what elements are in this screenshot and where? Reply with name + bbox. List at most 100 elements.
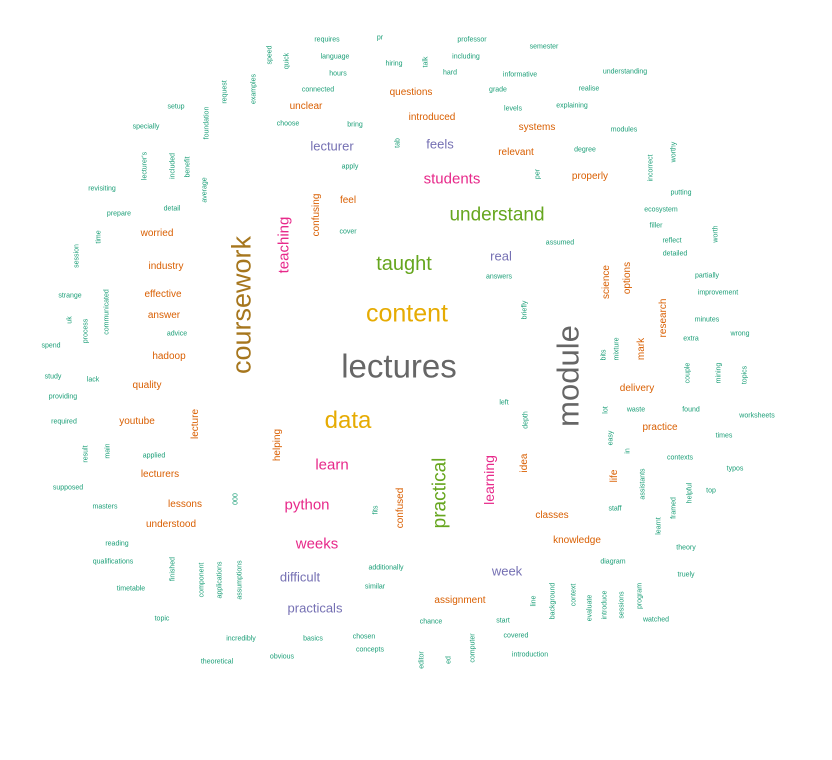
word-lack: lack (86, 376, 100, 384)
word-weeks: weeks (295, 535, 339, 553)
word-result: result (82, 445, 90, 463)
word-practical: practical (429, 457, 451, 529)
word-answer: answer (147, 310, 181, 321)
word-computer: computer (469, 633, 477, 663)
word-unclear: unclear (289, 101, 323, 112)
word-feel: feel (339, 195, 357, 206)
word-week: week (491, 563, 523, 579)
word-background: background (549, 582, 557, 620)
word-quality: quality (132, 380, 162, 391)
word-topic: topic (154, 615, 170, 623)
word-uk: uk (66, 316, 74, 324)
word-time: time (95, 230, 103, 244)
word-specially: specially (132, 123, 160, 131)
word-degree: degree (574, 146, 596, 154)
word-language: language (320, 53, 350, 61)
word-covered: covered (503, 632, 529, 640)
word-semester: semester (529, 43, 559, 51)
word-assignment: assignment (434, 595, 486, 606)
word-helpful: helpful (686, 482, 694, 504)
word-choose: choose (276, 120, 300, 128)
word-youtube: youtube (119, 416, 155, 427)
word-realise: realise (578, 85, 600, 93)
word-questions: questions (389, 87, 433, 98)
word-study: study (44, 373, 62, 381)
word-introduced: introduced (408, 112, 456, 123)
word-understood: understood (145, 519, 197, 530)
word-putting: putting (670, 189, 692, 197)
word-watched: watched (642, 616, 670, 624)
word-python: python (284, 496, 330, 514)
word-qualifications: qualifications (92, 558, 134, 566)
word-in: in (624, 448, 632, 454)
word-assumptions: assumptions (236, 560, 244, 600)
word-helping: helping (272, 428, 283, 462)
word-data: data (324, 407, 372, 434)
word-required: required (51, 418, 77, 426)
word-main: main (104, 443, 112, 459)
word-speed: speed (266, 45, 274, 65)
word-properly: properly (571, 171, 609, 182)
word-apply: apply (341, 163, 359, 171)
word-program: program (636, 582, 644, 610)
word-pr: pr (376, 34, 384, 42)
word-relevant: relevant (498, 147, 534, 158)
word-examples: examples (250, 74, 258, 104)
word-talk: talk (422, 56, 430, 68)
word-included: included (169, 152, 177, 180)
word-000: 000 (232, 493, 240, 505)
word-similar: similar (364, 583, 386, 591)
word-mark: mark (636, 337, 647, 361)
word-science: science (601, 265, 612, 299)
word-communicated: communicated (103, 289, 111, 335)
word-confused: confused (395, 487, 406, 529)
word-learnt: learnt (655, 517, 663, 535)
word-hard: hard (442, 69, 458, 77)
word-times: times (715, 432, 733, 440)
word-mining: mining (715, 362, 723, 384)
word-minutes: minutes (694, 316, 720, 324)
word-truely: truely (677, 571, 695, 579)
word-modules: modules (610, 126, 638, 134)
word-teaching: teaching (275, 216, 293, 274)
word-hours: hours (329, 70, 347, 78)
word-incorrect: incorrect (647, 154, 655, 182)
word-masters: masters (92, 503, 118, 511)
word-staff: staff (608, 505, 622, 513)
word-start: start (496, 617, 510, 625)
word-introduce: introduce (601, 590, 609, 620)
word-bits: bits (600, 349, 608, 361)
word-classes: classes (535, 510, 569, 521)
word-life: life (609, 469, 620, 483)
word-additionally: additionally (368, 564, 404, 572)
word-easy: easy (607, 430, 615, 446)
word-editor: editor (418, 651, 426, 669)
word-delivery: delivery (619, 383, 655, 394)
word-component: component (198, 562, 206, 598)
word-worth: worth (712, 225, 720, 243)
word-context: context (570, 583, 578, 607)
word-bring: bring (347, 121, 363, 129)
word-ecosystem: ecosystem (644, 206, 678, 214)
word-grade: grade (489, 86, 507, 94)
word-assumed: assumed (545, 239, 575, 247)
word-detail: detail (163, 205, 181, 213)
word-informative: informative (502, 71, 538, 79)
word-hadoop: hadoop (152, 351, 186, 362)
word-practice: practice (642, 422, 678, 433)
word-top: top (706, 487, 716, 495)
word-explaining: explaining (556, 102, 588, 110)
word-partially: partially (694, 272, 720, 280)
word-worried: worried (140, 228, 174, 239)
word-understand: understand (449, 204, 545, 226)
word-lectures: lectures (341, 347, 457, 385)
word-knowledge: knowledge (553, 535, 601, 546)
word-coursework: coursework (226, 235, 257, 375)
word-left: left (499, 399, 509, 407)
word-learning: learning (481, 455, 497, 505)
word-hiring: hiring (385, 60, 403, 68)
word-request: request (221, 80, 229, 104)
word-module: module (550, 325, 586, 427)
word-confusing: confusing (311, 193, 322, 237)
word-chosen: chosen (352, 633, 376, 641)
